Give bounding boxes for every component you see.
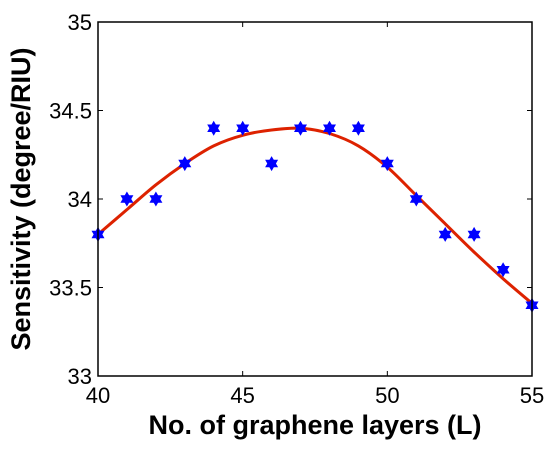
y-tick-label: 35 bbox=[68, 10, 92, 35]
data-point-marker bbox=[380, 156, 394, 172]
data-points-layer bbox=[91, 120, 539, 313]
data-point-star-down bbox=[294, 124, 307, 136]
x-axis-title: No. of graphene layers (L) bbox=[148, 410, 481, 440]
data-point-marker bbox=[149, 191, 163, 207]
y-tick-label: 33 bbox=[68, 364, 92, 389]
data-point-star-down bbox=[207, 124, 221, 136]
data-point-star-down bbox=[467, 230, 481, 242]
y-axis-title: Sensitivity (degree/RIU) bbox=[6, 47, 36, 350]
data-point-marker bbox=[351, 120, 365, 136]
data-point-star-down bbox=[351, 124, 365, 136]
data-point-marker bbox=[265, 156, 279, 172]
data-point-star-down bbox=[438, 230, 452, 242]
data-point-marker bbox=[496, 262, 510, 278]
data-point-star-down bbox=[149, 195, 163, 207]
ticks-layer: 40 45 50 55 33 33.5 34 34.5 35 bbox=[49, 10, 544, 408]
data-point-marker bbox=[294, 120, 307, 136]
data-point-marker bbox=[323, 120, 336, 136]
data-point-marker bbox=[207, 120, 221, 136]
data-point-marker bbox=[438, 226, 452, 242]
fit-curve-line bbox=[97, 126, 533, 305]
data-point-star-down bbox=[409, 195, 423, 207]
x-tick-label: 40 bbox=[86, 383, 110, 408]
data-point-star-down bbox=[380, 159, 394, 172]
data-point-marker bbox=[120, 191, 134, 207]
data-point-star-down bbox=[323, 124, 336, 136]
data-point-star-down bbox=[236, 124, 250, 136]
data-point-marker bbox=[467, 226, 481, 242]
data-point-marker bbox=[178, 156, 192, 172]
plot-area bbox=[98, 22, 532, 376]
x-tick-label: 45 bbox=[230, 383, 254, 408]
fit-curve-layer bbox=[97, 126, 533, 305]
data-point-star-down bbox=[120, 195, 134, 207]
x-tick-label: 55 bbox=[520, 383, 544, 408]
data-point-star-down bbox=[178, 159, 192, 172]
y-tick-label: 34.5 bbox=[49, 99, 92, 124]
data-point-marker bbox=[409, 191, 423, 207]
data-point-marker bbox=[236, 120, 250, 136]
data-point-star-down bbox=[265, 159, 279, 172]
y-tick-label: 33.5 bbox=[49, 276, 92, 301]
y-tick-label: 34 bbox=[68, 187, 92, 212]
x-tick-label: 50 bbox=[375, 383, 399, 408]
data-point-star-down bbox=[496, 266, 510, 278]
